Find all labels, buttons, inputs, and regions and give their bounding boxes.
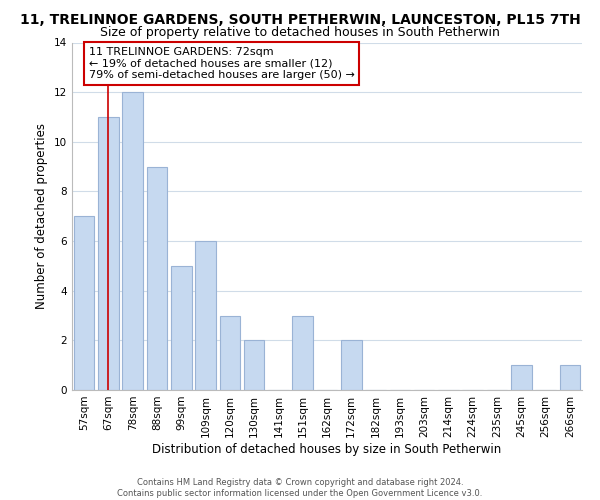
Bar xyxy=(220,316,240,390)
Bar xyxy=(98,117,119,390)
Text: 11 TRELINNOE GARDENS: 72sqm
← 19% of detached houses are smaller (12)
79% of sem: 11 TRELINNOE GARDENS: 72sqm ← 19% of det… xyxy=(89,47,355,80)
Bar xyxy=(195,241,216,390)
Bar xyxy=(74,216,94,390)
Bar xyxy=(244,340,265,390)
Bar xyxy=(292,316,313,390)
Bar xyxy=(560,365,580,390)
Text: 11, TRELINNOE GARDENS, SOUTH PETHERWIN, LAUNCESTON, PL15 7TH: 11, TRELINNOE GARDENS, SOUTH PETHERWIN, … xyxy=(20,12,580,26)
Text: Contains HM Land Registry data © Crown copyright and database right 2024.
Contai: Contains HM Land Registry data © Crown c… xyxy=(118,478,482,498)
X-axis label: Distribution of detached houses by size in South Petherwin: Distribution of detached houses by size … xyxy=(152,442,502,456)
Y-axis label: Number of detached properties: Number of detached properties xyxy=(35,123,49,309)
Text: Size of property relative to detached houses in South Petherwin: Size of property relative to detached ho… xyxy=(100,26,500,39)
Bar xyxy=(146,166,167,390)
Bar xyxy=(171,266,191,390)
Bar xyxy=(511,365,532,390)
Bar xyxy=(122,92,143,390)
Bar xyxy=(341,340,362,390)
